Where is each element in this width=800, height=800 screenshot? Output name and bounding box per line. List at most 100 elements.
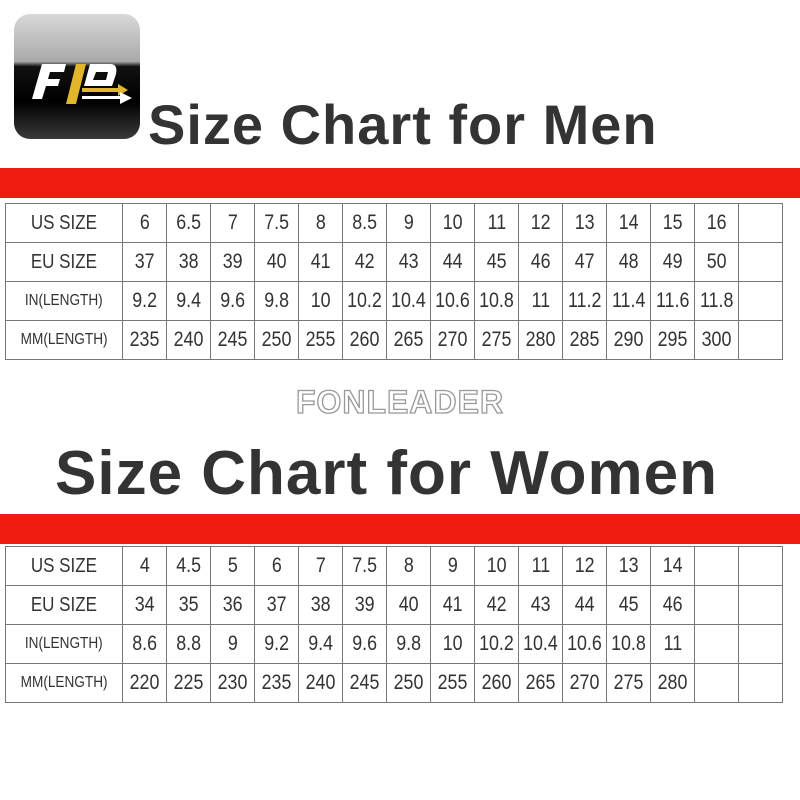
cell-value: 10.2	[347, 289, 382, 312]
cell-value: 295	[657, 328, 688, 351]
cell-value: 9	[403, 211, 414, 234]
cell-value: 41	[310, 250, 331, 273]
cell-value: 270	[437, 328, 468, 351]
row-label-text: EU SIZE	[30, 593, 98, 616]
empty-cell	[738, 281, 783, 321]
cell-value: 46	[530, 250, 551, 273]
cell-value: 275	[613, 671, 644, 694]
table-cell: 6.5	[166, 203, 211, 243]
cell-value: 8.6	[132, 632, 157, 655]
table-cell: 14	[650, 546, 695, 586]
cell-value: 41	[442, 593, 463, 616]
table-cell: 50	[694, 242, 739, 282]
cell-value: 260	[349, 328, 380, 351]
cell-value: 12	[530, 211, 551, 234]
empty-cell	[694, 585, 739, 625]
cell-value: 10.8	[479, 289, 514, 312]
cell-value: 10.8	[611, 632, 646, 655]
table-cell: 40	[254, 242, 299, 282]
table-cell: 245	[210, 320, 255, 360]
table-row: MM(LENGTH) 235 240 245 250 255 260 265 270 275 280…	[5, 320, 783, 360]
cell-value: 11	[531, 289, 550, 312]
table-cell: 35	[166, 585, 211, 625]
cell-value: 13	[618, 554, 639, 577]
table-cell: 8	[386, 546, 431, 586]
table-cell: 11.2	[562, 281, 607, 321]
cell-value: 37	[266, 593, 287, 616]
cell-value: 7.5	[352, 554, 377, 577]
table-cell: 37	[122, 242, 167, 282]
table-cell: 45	[606, 585, 651, 625]
women-size-chart-title: Size Chart for Women	[55, 439, 719, 508]
table-cell: 6	[122, 203, 167, 243]
table-cell: 275	[606, 663, 651, 703]
women-red-divider	[0, 514, 800, 544]
row-label-text: EU SIZE	[30, 250, 98, 273]
table-cell: 10.8	[606, 624, 651, 664]
table-cell: 9.2	[254, 624, 299, 664]
cell-value: 6	[271, 554, 282, 577]
table-cell: 10.8	[474, 281, 519, 321]
cell-value: 14	[662, 554, 683, 577]
table-cell: 43	[518, 585, 563, 625]
table-cell: 14	[606, 203, 651, 243]
cell-value: 8.8	[176, 632, 201, 655]
table-cell: 265	[386, 320, 431, 360]
cell-value: 39	[222, 250, 243, 273]
row-label-text: IN(LENGTH)	[25, 635, 103, 652]
table-row: US SIZE 4 4.5 5 6 7 7.5 8 9 10 11 12 13 14	[5, 546, 783, 586]
cell-value: 45	[618, 593, 639, 616]
cell-value: 40	[266, 250, 287, 273]
table-cell: 5	[210, 546, 255, 586]
row-label: IN(LENGTH)	[5, 281, 123, 321]
cell-value: 7	[227, 211, 238, 234]
cell-value: 8	[403, 554, 414, 577]
table-cell: 44	[562, 585, 607, 625]
cell-value: 255	[437, 671, 468, 694]
table-row: MM(LENGTH) 220 225 230 235 240 245 250 255 260 265…	[5, 663, 783, 703]
cell-value: 50	[706, 250, 727, 273]
table-cell: 46	[650, 585, 695, 625]
empty-cell	[738, 624, 783, 664]
cell-value: 265	[525, 671, 556, 694]
table-cell: 300	[694, 320, 739, 360]
cell-value: 4	[139, 554, 150, 577]
cell-value: 280	[525, 328, 556, 351]
cell-value: 9.2	[132, 289, 157, 312]
cell-value: 10	[442, 211, 463, 234]
table-cell: 9.6	[342, 624, 387, 664]
cell-value: 245	[217, 328, 248, 351]
table-row: IN(LENGTH) 8.6 8.8 9 9.2 9.4 9.6 9.8 10 10.2 10.4 1…	[5, 624, 783, 664]
cell-value: 10	[486, 554, 507, 577]
table-cell: 38	[166, 242, 211, 282]
cell-value: 260	[481, 671, 512, 694]
cell-value: 10	[310, 289, 331, 312]
table-cell: 39	[342, 585, 387, 625]
empty-cell	[738, 320, 783, 360]
cell-value: 9.4	[176, 289, 201, 312]
table-cell: 34	[122, 585, 167, 625]
cell-value: 43	[530, 593, 551, 616]
row-label-text: US SIZE	[30, 211, 98, 234]
table-cell: 260	[342, 320, 387, 360]
table-cell: 7	[298, 546, 343, 586]
table-cell: 8.8	[166, 624, 211, 664]
row-label: MM(LENGTH)	[5, 663, 123, 703]
empty-cell	[694, 624, 739, 664]
table-cell: 13	[562, 203, 607, 243]
table-cell: 41	[430, 585, 475, 625]
table-cell: 8.5	[342, 203, 387, 243]
table-cell: 260	[474, 663, 519, 703]
brand-logo	[14, 14, 140, 139]
table-cell: 10.6	[562, 624, 607, 664]
table-cell: 40	[386, 585, 431, 625]
table-cell: 16	[694, 203, 739, 243]
cell-value: 45	[486, 250, 507, 273]
cell-value: 275	[481, 328, 512, 351]
table-cell: 15	[650, 203, 695, 243]
table-cell: 12	[562, 546, 607, 586]
cell-value: 290	[613, 328, 644, 351]
table-cell: 220	[122, 663, 167, 703]
table-cell: 280	[650, 663, 695, 703]
cell-value: 38	[178, 250, 199, 273]
